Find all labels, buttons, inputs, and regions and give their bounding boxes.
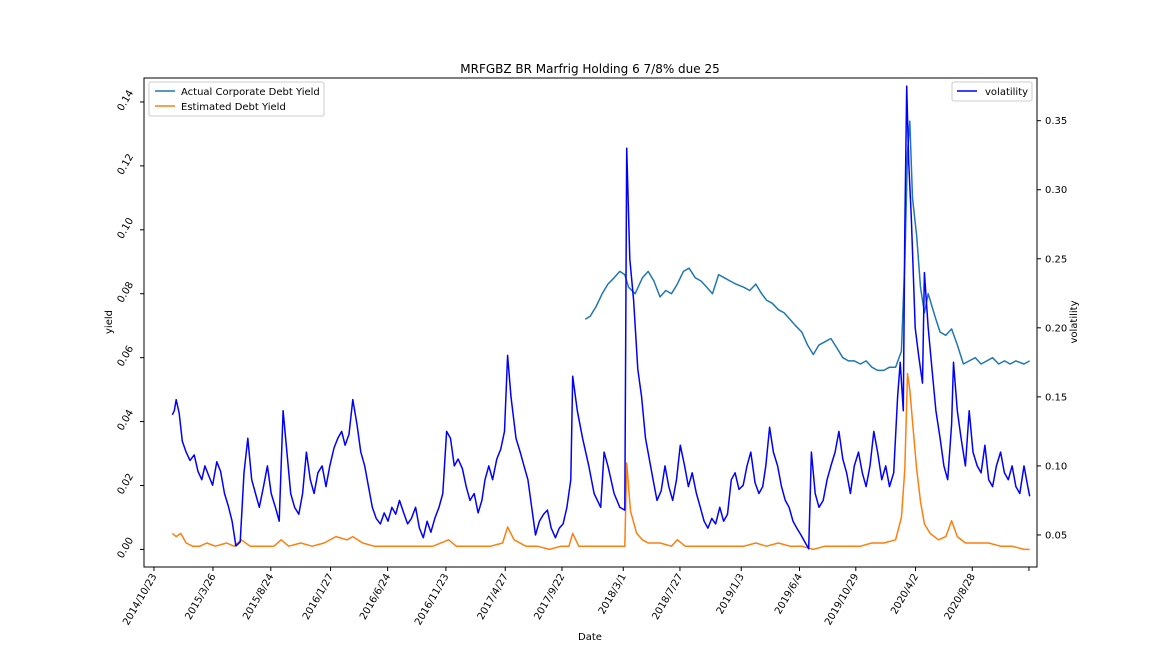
y2-tick-label: 0.05: [1045, 530, 1067, 541]
legend-right: volatility: [951, 81, 1033, 102]
legend-left: Actual Corporate Debt Yield Estimated De…: [148, 81, 325, 117]
y2-tick-label: 0.20: [1045, 323, 1067, 334]
actual-yield-line: [584, 120, 1031, 372]
y2-tick-label: 0.10: [1045, 461, 1067, 472]
legend-label-estimated-yield: Estimated Debt Yield: [181, 102, 286, 113]
y2-tick-label: 0.35: [1045, 116, 1067, 127]
volatility-line: [171, 85, 1031, 550]
y-axis-title: yield: [104, 310, 115, 334]
y2-axis-title: volatility: [1069, 300, 1080, 343]
estimated-yield-line: [171, 372, 1030, 551]
legend-label-actual-yield: Actual Corporate Debt Yield: [181, 87, 320, 98]
plot-frame: [143, 77, 1038, 568]
y-axis-right: 0.05 0.10 0.15 0.20 0.25 0.30 0.35: [1037, 116, 1067, 541]
y2-tick-label: 0.30: [1045, 185, 1067, 196]
legend-left-box: [148, 81, 325, 117]
x-axis-title: Date: [578, 632, 602, 643]
legend-label-volatility: volatility: [985, 87, 1028, 98]
y2-tick-label: 0.25: [1045, 254, 1067, 265]
legend-right-box: [951, 81, 1033, 102]
plot-lines: [171, 85, 1031, 551]
chart-title: MRFGBZ BR Marfrig Holding 6 7/8% due 25: [460, 62, 719, 76]
y2-tick-label: 0.15: [1045, 392, 1067, 403]
